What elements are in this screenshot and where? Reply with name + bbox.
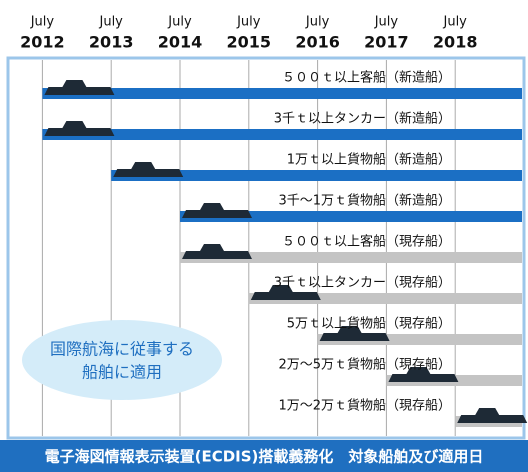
x-tick-month: July <box>167 15 192 30</box>
annotation-bubble <box>22 320 222 400</box>
x-tick-month: July <box>305 15 330 30</box>
x-tick-label: 2015 <box>227 33 272 52</box>
row-label: 3千～1万ｔ貨物船 <box>278 193 386 209</box>
x-tick-month: July <box>236 15 261 30</box>
row-status: （新造船） <box>386 111 451 127</box>
bar <box>42 129 522 140</box>
row-status: （現存船） <box>386 276 451 291</box>
row-label: 3千ｔ以上タンカー <box>274 276 386 291</box>
row-label: 2万～5万ｔ貨物船 <box>278 357 386 373</box>
x-tick-label: 2017 <box>364 33 409 52</box>
x-tick-month: July <box>374 15 399 30</box>
row-label: 5万ｔ以上貨物船 <box>287 316 386 332</box>
row-label: 3千ｔ以上タンカー <box>274 112 386 127</box>
x-tick-label: 2014 <box>158 33 203 52</box>
chart-title: 電子海図情報表示装置(ECDIS)搭載義務化 対象船舶及び適用日 <box>45 448 484 466</box>
x-tick-label: 2016 <box>295 33 340 52</box>
x-tick-label: 2012 <box>20 33 65 52</box>
annotation: 国際航海に従事する <box>50 340 194 359</box>
row-status: （現存船） <box>386 317 451 332</box>
annotation: 船舶に適用 <box>82 363 162 382</box>
x-tick-month: July <box>99 15 124 30</box>
chart: 電子海図情報表示装置(ECDIS)搭載義務化 対象船舶及び適用日 国際航海に従事… <box>0 0 528 472</box>
row-label: 1万～2万ｔ貨物船 <box>278 398 386 414</box>
row-label: ５００ｔ以上客船 <box>282 234 386 250</box>
x-tick-month: July <box>443 15 468 30</box>
row-status: （新造船） <box>386 193 451 209</box>
row-label: 1万ｔ以上貨物船 <box>287 152 386 168</box>
x-tick-label: 2018 <box>433 33 478 52</box>
bar <box>42 88 522 99</box>
row-status: （新造船） <box>386 70 451 86</box>
row-status: （現存船） <box>386 399 451 414</box>
row-status: （現存船） <box>386 358 451 373</box>
row-status: （新造船） <box>386 152 451 168</box>
row-status: （現存船） <box>386 235 451 250</box>
x-tick-month: July <box>30 15 55 30</box>
row-label: ５００ｔ以上客船 <box>282 70 386 86</box>
x-tick-label: 2013 <box>89 33 134 52</box>
